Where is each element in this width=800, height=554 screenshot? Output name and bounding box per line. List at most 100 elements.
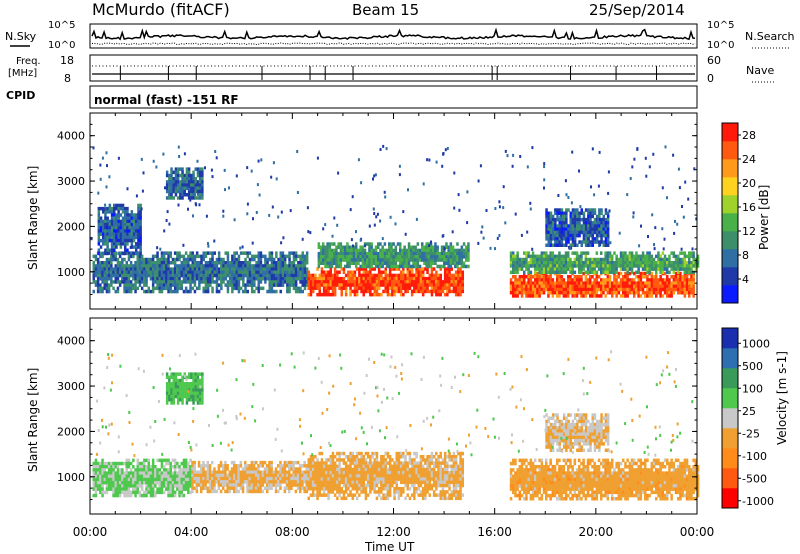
data-cell <box>571 221 575 225</box>
data-cell <box>558 227 561 231</box>
data-cell <box>134 487 137 491</box>
data-cell <box>184 487 188 491</box>
data-cell <box>237 470 240 474</box>
data-cell <box>307 270 310 274</box>
data-cell <box>534 281 537 285</box>
data-cell <box>518 287 522 292</box>
data-cell <box>514 284 517 289</box>
data-cell <box>599 242 602 246</box>
data-cell <box>352 248 356 253</box>
data-cell <box>386 273 390 278</box>
data-cell <box>516 257 519 262</box>
data-cell <box>406 280 409 284</box>
data-cell <box>560 243 564 247</box>
data-cell <box>201 170 204 175</box>
data-cell <box>494 207 497 210</box>
data-cell <box>350 251 354 256</box>
data-cell <box>196 183 200 187</box>
data-cell <box>162 254 166 259</box>
data-cell <box>410 276 414 281</box>
data-cell <box>325 283 328 287</box>
data-cell <box>565 217 568 222</box>
data-cell <box>94 474 98 479</box>
data-cell <box>576 211 579 215</box>
data-cell <box>538 278 541 282</box>
data-cell <box>318 289 321 294</box>
data-cell <box>534 291 537 295</box>
data-cell <box>668 291 671 295</box>
data-cell <box>635 284 638 289</box>
data-cell <box>171 465 175 469</box>
data-cell <box>222 264 225 268</box>
data-cell <box>655 291 658 295</box>
data-cell <box>399 261 402 265</box>
data-cell <box>292 467 295 471</box>
data-cell <box>185 177 189 181</box>
data-cell <box>446 270 449 274</box>
data-cell <box>124 219 127 224</box>
data-cell <box>633 287 636 292</box>
data-cell <box>655 275 658 279</box>
data-cell <box>673 231 676 235</box>
data-cell <box>661 186 664 190</box>
data-cell <box>226 483 229 487</box>
data-cell <box>270 257 274 262</box>
data-cell <box>224 467 227 471</box>
data-cell <box>562 261 566 265</box>
data-cell <box>436 255 439 259</box>
data-cell <box>266 267 269 271</box>
data-cell <box>178 280 181 284</box>
data-cell <box>352 245 356 249</box>
data-cell <box>154 277 157 281</box>
data-cell <box>127 474 131 479</box>
data-cell <box>208 467 212 471</box>
data-cell <box>547 233 550 238</box>
data-cell <box>531 284 535 289</box>
data-cell <box>151 286 155 291</box>
data-cell <box>171 277 175 281</box>
data-cell <box>132 229 136 233</box>
data-cell <box>178 264 181 268</box>
data-cell <box>96 267 100 271</box>
data-cell <box>619 267 623 271</box>
data-cell <box>297 261 300 265</box>
data-cell <box>540 251 544 255</box>
data-cell <box>567 275 570 279</box>
data-cell <box>582 261 585 265</box>
data-cell <box>527 275 530 279</box>
data-cell <box>457 280 460 284</box>
data-cell <box>154 267 157 271</box>
data-cell <box>303 270 307 275</box>
data-cell <box>617 275 621 279</box>
data-cell <box>407 242 411 246</box>
data-cell <box>213 470 216 474</box>
data-cell <box>630 287 634 292</box>
data-cell <box>106 242 109 246</box>
data-cell <box>348 251 351 256</box>
data-cell <box>160 273 164 278</box>
data-cell <box>136 264 139 268</box>
data-cell <box>190 186 193 191</box>
data-cell <box>626 284 629 289</box>
data-cell <box>228 270 232 275</box>
data-cell <box>657 278 660 282</box>
data-cell <box>663 261 667 265</box>
data-cell <box>330 258 334 262</box>
data-cell <box>595 227 599 231</box>
data-cell <box>336 280 339 284</box>
data-cell <box>274 470 278 474</box>
data-cell <box>514 212 517 216</box>
data-cell <box>677 167 680 171</box>
data-cell <box>248 251 252 255</box>
data-cell <box>270 175 273 179</box>
data-cell <box>587 227 590 231</box>
data-cell <box>170 186 173 191</box>
data-cell <box>608 257 612 262</box>
data-cell <box>110 229 114 233</box>
freq-label-line2: [MHz] <box>8 68 37 79</box>
data-cell <box>241 486 245 490</box>
data-cell <box>198 273 201 278</box>
data-cell <box>595 251 599 255</box>
data-cell <box>630 261 634 265</box>
data-cell <box>110 248 114 252</box>
